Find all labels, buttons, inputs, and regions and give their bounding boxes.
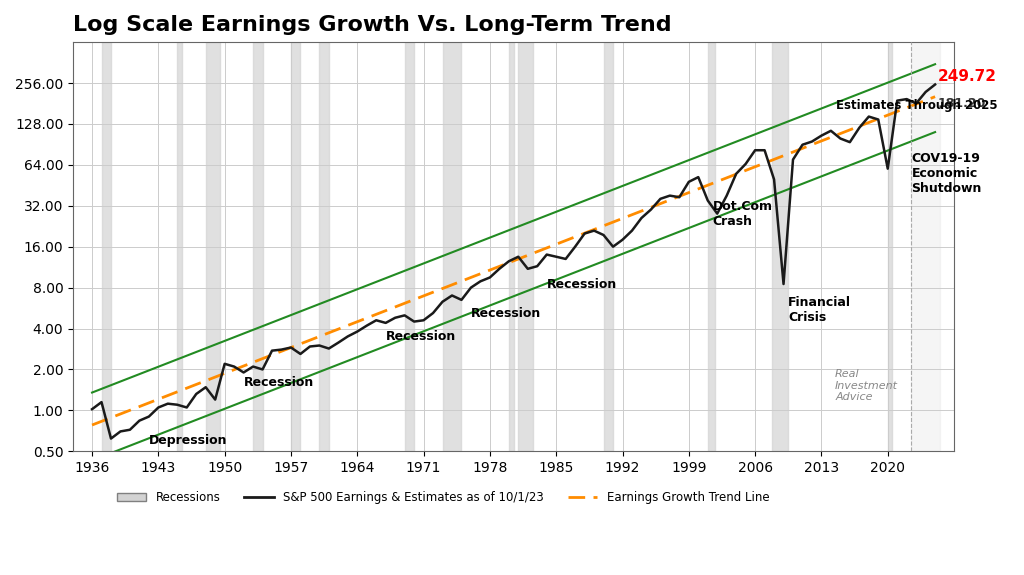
Bar	[708, 42, 716, 451]
Text: COV19-19
Economic
Shutdown: COV19-19 Economic Shutdown	[911, 152, 982, 196]
Text: Depression: Depression	[148, 434, 227, 447]
Text: Recession: Recession	[547, 278, 617, 290]
Text: Log Scale Earnings Growth Vs. Long-Term Trend: Log Scale Earnings Growth Vs. Long-Term …	[73, 15, 672, 35]
Bar	[888, 42, 893, 451]
Legend: Recessions, S&P 500 Earnings & Estimates as of 10/1/23, Earnings Growth Trend Li: Recessions, S&P 500 Earnings & Estimates…	[113, 486, 774, 509]
Bar	[206, 42, 220, 451]
Bar	[253, 42, 262, 451]
Text: Recession: Recession	[244, 376, 313, 389]
Bar	[509, 42, 514, 451]
Text: 181.20: 181.20	[938, 97, 986, 110]
Bar	[319, 42, 329, 451]
Text: Financial
Crisis: Financial Crisis	[788, 296, 851, 324]
Bar	[101, 42, 111, 451]
Bar	[404, 42, 414, 451]
Bar	[911, 42, 940, 451]
Bar	[442, 42, 462, 451]
Bar	[518, 42, 532, 451]
Text: 249.72: 249.72	[938, 70, 997, 85]
Text: Real
Investment
Advice: Real Investment Advice	[836, 369, 898, 402]
Bar	[603, 42, 613, 451]
Text: Recession: Recession	[386, 330, 456, 343]
Bar	[772, 42, 788, 451]
Text: Estimates Through 2025: Estimates Through 2025	[836, 99, 997, 112]
Bar	[177, 42, 182, 451]
Text: Recession: Recession	[471, 306, 542, 320]
Bar	[291, 42, 300, 451]
Text: Dot.Com
Crash: Dot.Com Crash	[713, 200, 772, 228]
